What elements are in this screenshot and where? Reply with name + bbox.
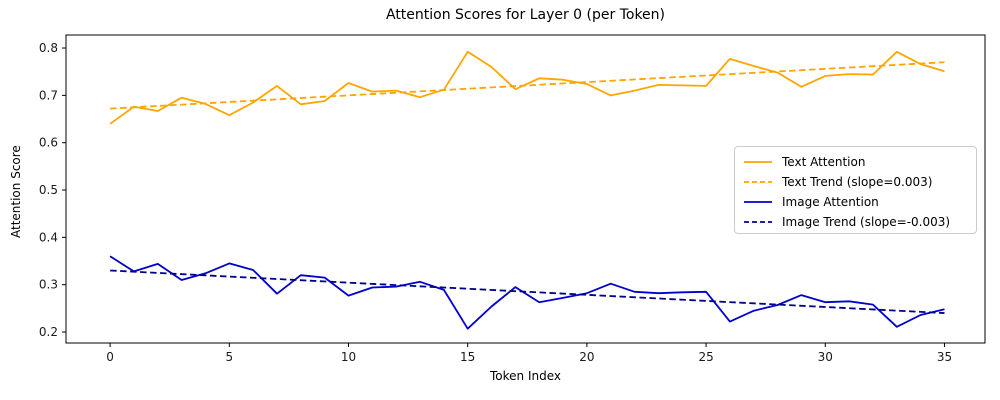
legend-entry-text-attention: Text Attention [743, 152, 976, 172]
x-tick-label: 30 [818, 350, 833, 364]
x-tick-label: 15 [460, 350, 475, 364]
y-tick-label: 0.5 [39, 183, 58, 197]
legend-entry-image-attention: Image Attention [743, 192, 976, 212]
y-tick-label: 0.2 [39, 325, 58, 339]
image-trend-legend-line-icon [744, 221, 772, 223]
text-trend-line [110, 61, 945, 110]
image-attention-line [109, 255, 945, 330]
legend-entry-image-trend: Image Trend (slope=-0.003) [743, 212, 976, 232]
text-trend-legend-line-icon [744, 181, 772, 183]
legend-label: Text Attention [782, 155, 866, 169]
x-axis-ticks: 0 5 10 15 20 25 30 35 [106, 343, 952, 364]
image-attention-legend-line-icon [744, 201, 772, 203]
x-tick-label: 35 [937, 350, 952, 364]
x-axis-label: Token Index [490, 369, 561, 383]
legend-label: Image Attention [782, 195, 879, 209]
text-attention-line [109, 50, 945, 125]
x-tick-label: 10 [341, 350, 356, 364]
x-tick-label: 5 [225, 350, 233, 364]
y-axis-label: Attention Score [9, 145, 23, 238]
legend-label: Text Trend (slope=0.003) [782, 175, 933, 189]
legend-entry-text-trend: Text Trend (slope=0.003) [743, 172, 976, 192]
y-tick-label: 0.3 [39, 278, 58, 292]
legend: Text Attention Text Trend (slope=0.003) Im… [734, 146, 977, 234]
legend-label: Image Trend (slope=-0.003) [782, 215, 951, 229]
plot-frame [65, 34, 986, 344]
x-tick-label: 25 [698, 350, 713, 364]
y-tick-label: 0.6 [39, 136, 58, 150]
text-attention-legend-line-icon [744, 161, 772, 163]
chart-title: Attention Scores for Layer 0 (per Token) [385, 7, 666, 23]
x-tick-label: 20 [579, 350, 594, 364]
image-trend-line [110, 269, 945, 314]
x-tick-label: 0 [106, 350, 114, 364]
y-tick-label: 0.4 [39, 230, 58, 244]
y-axis-ticks: 0.2 0.3 0.4 0.5 0.6 0.7 0.8 [39, 41, 66, 339]
y-tick-label: 0.7 [39, 88, 58, 102]
y-tick-label: 0.8 [39, 41, 58, 55]
